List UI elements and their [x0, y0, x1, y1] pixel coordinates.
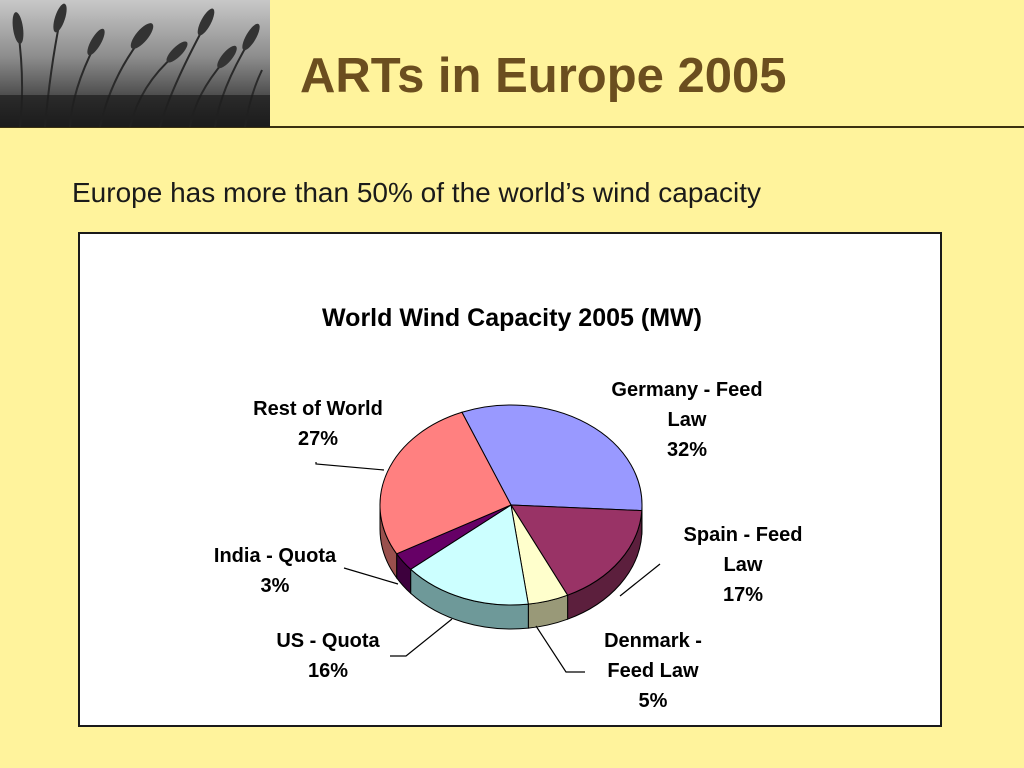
pie-label-5-line-0: Rest of World: [253, 398, 383, 420]
pie-leader-line-1: [619, 563, 661, 597]
pie-label-0-line-0: Germany - Feed: [611, 379, 762, 401]
slide-subtitle: Europe has more than 50% of the world’s …: [72, 177, 761, 208]
pie-slice-0: [461, 404, 643, 512]
pie-slice-3: [409, 504, 529, 606]
pie-label-2-line-0: Denmark -: [604, 630, 702, 652]
pie-percent-label-3: 16%: [308, 660, 348, 682]
header-divider: [270, 126, 1024, 128]
pie-slice-5: [379, 411, 512, 555]
wheat-photo: [0, 0, 270, 127]
pie-leader-lines: [315, 462, 661, 673]
pie-percent-label-2: 5%: [639, 690, 668, 712]
pie-leader-line-5: [315, 462, 385, 471]
pie-leader-line-2: [535, 625, 585, 673]
pie-percent-label-0: 32%: [667, 439, 707, 461]
pie-slice-1: [510, 504, 643, 596]
pie-labels: Germany - Feed Law 32% Spain - Feed Law 17% De…: [214, 379, 803, 712]
pie-leader-line-3: [390, 618, 453, 657]
pie-label-1-line-1: Law: [724, 554, 763, 576]
pie-label-0-line-1: Law: [668, 409, 707, 431]
pie-leader-line-4: [343, 567, 399, 585]
pie-label-1-line-0: Spain - Feed: [684, 524, 803, 546]
wheat-field-image: [0, 0, 270, 127]
pie-percent-label-4: 3%: [261, 575, 290, 597]
pie-label-2-line-1: Feed Law: [607, 660, 699, 682]
chart-panel: World Wind Capacity 2005 (MW) Germany - …: [78, 232, 942, 727]
chart-title: World Wind Capacity 2005 (MW): [322, 304, 702, 332]
pie-chart: World Wind Capacity 2005 (MW) Germany - …: [214, 304, 803, 712]
pie-label-4-line-0: India - Quota: [214, 545, 337, 567]
pie-top: [379, 404, 643, 606]
pie-label-3-line-0: US - Quota: [276, 630, 380, 652]
slide-title: ARTs in Europe 2005: [300, 49, 787, 103]
pie-percent-label-1: 17%: [723, 584, 763, 606]
header-divider-left: [0, 127, 270, 128]
pie-percent-label-5: 27%: [298, 428, 338, 450]
